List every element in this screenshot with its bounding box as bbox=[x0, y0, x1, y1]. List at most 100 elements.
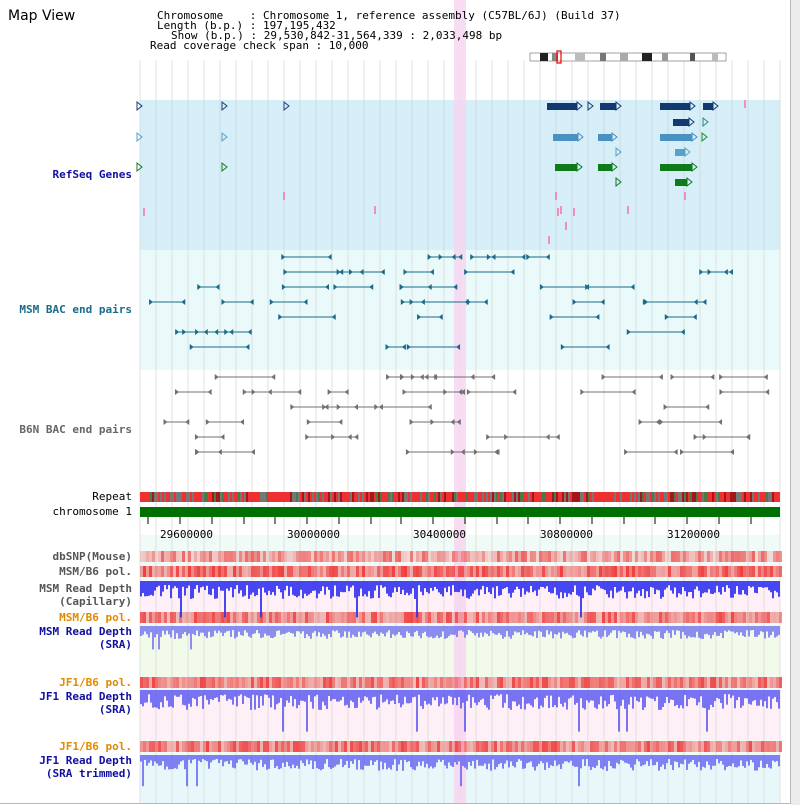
track-label-msm-b6-pol-2[interactable]: MSM/B6 pol. bbox=[59, 611, 132, 624]
depth-bar bbox=[676, 581, 678, 598]
depth-bar bbox=[302, 581, 304, 599]
heat-mark bbox=[494, 566, 497, 577]
track-label-jf1-depth-sra[interactable]: JF1 Read Depth bbox=[39, 690, 132, 703]
depth-bar bbox=[230, 581, 232, 588]
track-label-msm-depth-sra[interactable]: MSM Read Depth bbox=[39, 625, 132, 638]
bac-end bbox=[680, 329, 685, 335]
heat-mark bbox=[458, 741, 461, 752]
heat-mark bbox=[356, 566, 359, 577]
depth-bar bbox=[224, 626, 226, 633]
depth-bar bbox=[304, 626, 306, 639]
heat-mark bbox=[707, 677, 710, 688]
track-label-msm-depth-cap[interactable]: MSM Read Depth bbox=[39, 582, 132, 595]
heat-mark bbox=[587, 741, 590, 752]
vertical-scrollbar[interactable] bbox=[791, 0, 800, 805]
heat-mark bbox=[572, 677, 575, 688]
depth-bar bbox=[368, 690, 370, 701]
depth-bar bbox=[502, 626, 504, 639]
track-label-jf1-b6-pol[interactable]: JF1/B6 pol. bbox=[59, 676, 132, 689]
depth-bar bbox=[604, 626, 606, 631]
heat-mark bbox=[509, 566, 512, 577]
bac-end bbox=[464, 299, 469, 305]
depth-bar bbox=[714, 626, 716, 633]
repeat-mark bbox=[364, 492, 366, 502]
depth-bar bbox=[728, 690, 730, 695]
heat-mark bbox=[416, 566, 419, 577]
heat-mark bbox=[332, 677, 335, 688]
depth-bar bbox=[510, 626, 512, 639]
track-label-msm-depth-sra-sub: (SRA) bbox=[98, 638, 132, 651]
heat-mark bbox=[689, 551, 692, 562]
heat-mark bbox=[440, 551, 443, 562]
repeat-mark bbox=[520, 492, 522, 502]
depth-bar bbox=[374, 690, 376, 697]
depth-bar bbox=[386, 581, 388, 594]
heat-mark bbox=[680, 612, 683, 623]
heat-mark bbox=[281, 612, 284, 623]
repeat-mark bbox=[652, 492, 654, 502]
heat-mark bbox=[152, 551, 155, 562]
track-label-jf1-depth-trim[interactable]: JF1 Read Depth bbox=[39, 754, 132, 767]
depth-bar bbox=[614, 690, 616, 702]
bac-end bbox=[710, 374, 715, 380]
heat-mark bbox=[554, 612, 557, 623]
depth-bar bbox=[594, 755, 596, 769]
track-label-dbsnp[interactable]: dbSNP(Mouse) bbox=[52, 550, 132, 563]
depth-bar bbox=[732, 626, 734, 632]
depth-bar bbox=[470, 690, 472, 708]
ideogram-band bbox=[642, 53, 652, 61]
bac-end bbox=[545, 254, 550, 260]
depth-bar bbox=[514, 626, 516, 632]
depth-bar bbox=[378, 581, 380, 598]
repeat-mark bbox=[252, 492, 254, 502]
track-label-jf1-b6-pol-2[interactable]: JF1/B6 pol. bbox=[59, 740, 132, 753]
track-label-refseq[interactable]: RefSeq Genes bbox=[52, 168, 132, 181]
depth-bar bbox=[340, 626, 342, 638]
heat-mark bbox=[224, 612, 227, 623]
track-label-msm-bac[interactable]: MSM BAC end pairs bbox=[19, 303, 132, 316]
repeat-mark bbox=[498, 492, 500, 502]
repeat-mark bbox=[412, 492, 414, 502]
heat-mark bbox=[461, 612, 464, 623]
depth-bar bbox=[702, 755, 704, 767]
depth-bar bbox=[384, 690, 386, 702]
depth-bar bbox=[228, 581, 230, 591]
depth-bar bbox=[300, 581, 302, 590]
depth-bar bbox=[696, 690, 698, 706]
depth-bar bbox=[480, 581, 482, 590]
depth-bar bbox=[310, 581, 312, 593]
depth-bar bbox=[354, 755, 356, 760]
heat-mark bbox=[368, 741, 371, 752]
repeat-mark bbox=[616, 492, 618, 502]
depth-bar bbox=[198, 581, 200, 593]
depth-bar bbox=[142, 626, 144, 635]
repeat-mark bbox=[528, 492, 530, 502]
depth-bar bbox=[760, 690, 762, 700]
heat-mark bbox=[218, 551, 221, 562]
track-label-b6n-bac[interactable]: B6N BAC end pairs bbox=[19, 423, 132, 436]
heat-mark bbox=[254, 677, 257, 688]
track-label-msm-b6-pol[interactable]: MSM/B6 pol. bbox=[59, 565, 132, 578]
repeat-mark bbox=[314, 492, 316, 502]
depth-bar bbox=[350, 581, 352, 588]
bac-end bbox=[281, 284, 286, 290]
heat-mark bbox=[470, 741, 473, 752]
heat-mark bbox=[671, 612, 674, 623]
heat-mark bbox=[587, 612, 590, 623]
heat-mark bbox=[554, 566, 557, 577]
depth-bar bbox=[276, 690, 278, 705]
depth-bar bbox=[740, 755, 742, 761]
depth-bar bbox=[452, 626, 454, 635]
heat-mark bbox=[554, 551, 557, 562]
ideogram-band bbox=[712, 53, 718, 61]
heat-mark bbox=[287, 612, 290, 623]
heat-mark bbox=[770, 677, 773, 688]
heat-mark bbox=[440, 741, 443, 752]
depth-bar bbox=[340, 581, 342, 592]
heat-mark bbox=[584, 741, 587, 752]
heat-mark bbox=[305, 612, 308, 623]
heat-mark bbox=[575, 741, 578, 752]
repeat-mark bbox=[604, 492, 606, 502]
repeat-mark bbox=[672, 492, 674, 502]
depth-bar bbox=[572, 581, 574, 592]
